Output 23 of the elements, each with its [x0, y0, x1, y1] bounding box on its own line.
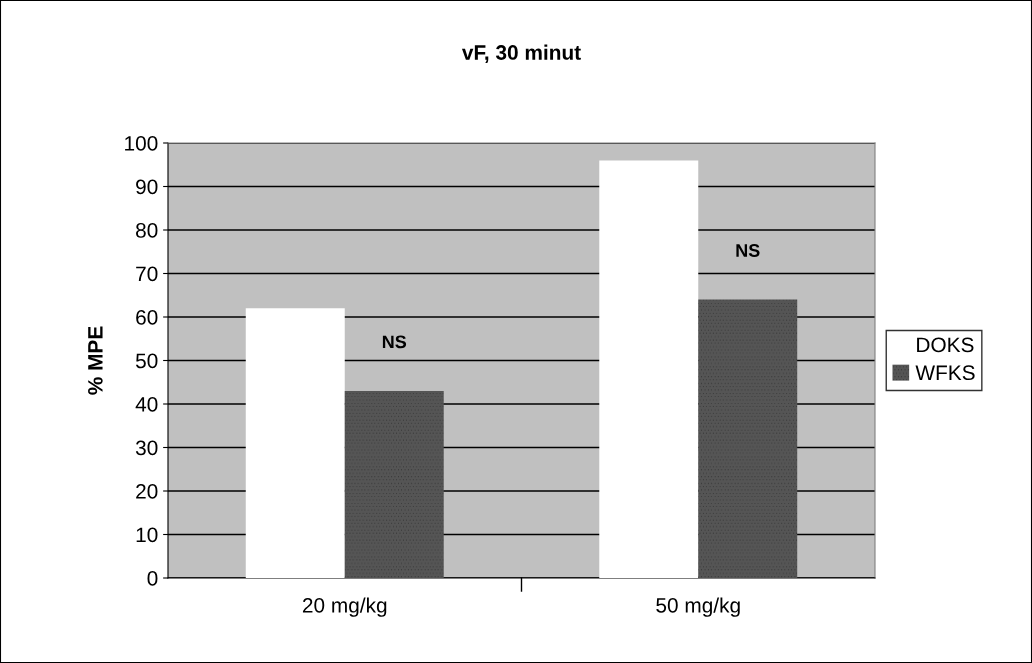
annotation: NS	[382, 335, 407, 349]
bar	[599, 160, 699, 578]
y-tick-label: 50	[135, 353, 158, 369]
y-tick-label: 0	[147, 571, 158, 586]
legend-label: WFKS	[915, 365, 975, 381]
y-tick-label: 40	[135, 397, 158, 412]
y-tick-label: 10	[136, 527, 158, 543]
bar	[698, 299, 798, 578]
text: DOKS	[917, 337, 974, 353]
y-tick-label: 20	[136, 484, 158, 499]
y-tick-label: 100	[125, 136, 158, 151]
y-tick-label: 60	[136, 310, 158, 325]
chart-title: vF, 30 minut	[461, 44, 581, 63]
x-tick-label: 50 mg/kg	[656, 597, 740, 617]
y-tick-label: 30	[135, 440, 158, 456]
y-axis-title: % MPE	[88, 326, 103, 395]
y-tick-label: 90	[136, 179, 158, 195]
x-tick-label: 20 mg/kg	[302, 597, 387, 617]
annotation: NS	[736, 244, 760, 257]
y-tick-label: 70	[136, 266, 158, 282]
bar	[245, 308, 345, 578]
bar	[344, 390, 444, 578]
y-tick-label: 80	[136, 223, 158, 238]
